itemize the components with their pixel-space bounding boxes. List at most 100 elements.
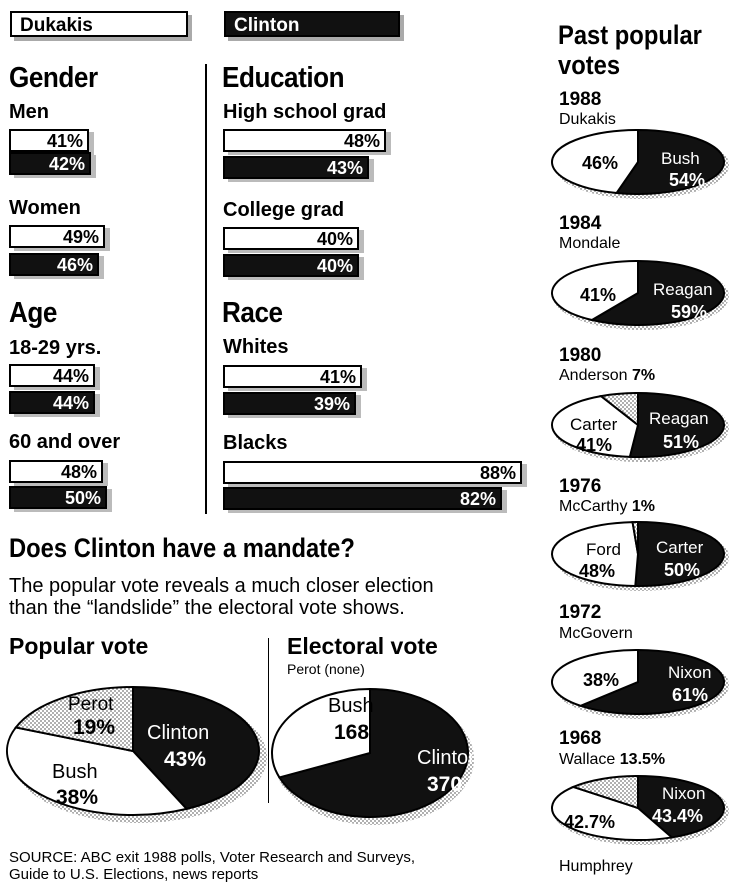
ele-slice-clinton [277,687,469,818]
bar-college-dukakis: 40% [223,227,359,250]
past-slice-1980-reagan [628,391,725,458]
year-1968: 1968 [559,728,601,749]
bar-men-clinton: 42% [9,152,91,175]
bar-young-clinton: 44% [9,391,95,414]
past-slice-1968-wallace [570,774,639,810]
past-slice-1968-nixon [637,774,725,839]
pop-slice-clinton [132,685,260,811]
legend-dukakis-label: Dukakis [20,15,93,36]
past-slice-1984-reagan [589,259,725,326]
val-1976-left: 48% [579,561,615,581]
past-slice-1976-mccarthy [631,520,639,555]
ele-bush-value: 168 [334,721,369,744]
name-1972-left: McGovern [559,625,633,642]
bar-whites-dukakis: 41% [223,365,362,388]
val-1976-right: 50% [664,560,700,580]
ele-bush-label: Bush [328,695,374,717]
ele-clinton-value: 370 [427,773,462,796]
college-label: College grad [223,199,345,221]
bar-women-clinton: 46% [9,253,99,276]
pop-perot-label: Perot [68,694,114,715]
past-slice-1984-mondale [551,259,639,322]
past-slice-1972-nixon [577,648,725,715]
perot-none-note: Perot (none) [287,661,365,677]
name-1980-right: Reagan [649,409,709,428]
third-1980-val: 7% [632,367,655,384]
old-label: 60 and over [9,431,121,453]
third-1976-name: McCarthy [559,498,627,515]
val-1972-right: 61% [672,685,708,705]
third-1968-name: Wallace [559,751,615,768]
name-1968-right: Nixon [662,784,705,803]
year-1976: 1976 [559,476,601,497]
past-title-2: votes [558,50,621,80]
name-1972-right: Nixon [668,663,711,682]
name-1968-bottom: Humphrey [559,858,633,875]
name-1968-third: Wallace 13.5% [559,751,665,768]
val-1972-left: 38% [583,670,619,690]
year-1980: 1980 [559,345,601,366]
name-1984-left: Mondale [559,235,620,252]
legend-clinton: Clinton [224,11,400,37]
mandate-text-2: than the “landslide” the electoral vote … [9,597,405,619]
bar-women-dukakis: 49% [9,225,105,248]
bar-old-dukakis: 48% [9,460,103,483]
blacks-label: Blacks [223,432,288,454]
gender-title: Gender [9,62,98,94]
pop-slice-bush [6,726,189,816]
val-1968-left: 42.7% [564,812,615,832]
name-1976-left: Ford [586,540,621,559]
past-slice-1980-carter [551,395,640,458]
val-1980-right: 51% [663,432,699,452]
source-line-1: SOURCE: ABC exit 1988 polls, Voter Resea… [9,849,416,866]
whites-label: Whites [223,336,289,358]
men-label: Men [9,101,49,123]
pop-bush-value: 38% [56,786,98,809]
bar-college-clinton: 40% [223,254,359,277]
education-title: Education [222,62,345,94]
electoral-vote-title: Electoral vote [287,633,438,659]
pop-perot-value: 19% [73,716,115,739]
val-1988-left: 46% [582,153,618,173]
young-label: 18-29 yrs. [9,337,102,359]
year-1972: 1972 [559,602,601,623]
past-slice-1988-dukakis [551,128,639,195]
bar-men-dukakis: 41% [9,129,89,152]
name-1980-left: Carter [570,415,618,434]
popular-vote-pie: Perot 19% Clinton 43% Bush 38% [6,685,267,823]
pop-slice-perot [14,685,134,753]
past-slice-1976-ford [550,521,640,587]
legend-clinton-label: Clinton [234,15,300,36]
past-slice-1972-mcgovern [551,648,639,707]
third-1968-val: 13.5% [620,751,665,768]
bar-young-dukakis: 44% [9,364,95,387]
pop-bush-label: Bush [52,761,98,783]
val-1988-right: 54% [669,170,705,190]
pop-clinton-label: Clinton [147,722,209,744]
name-1976-right: Carter [656,538,704,557]
val-1980-left: 41% [576,435,612,455]
pie-divider [268,638,269,803]
year-1988: 1988 [559,89,601,110]
bar-hs-dukakis: 48% [223,129,386,152]
past-title-1: Past popular [558,20,702,50]
electoral-vote-pie: Bush 168 Clinton 370 [271,687,479,825]
mandate-title: Does Clinton have a mandate? [9,533,355,563]
bar-blacks-dukakis: 88% [223,461,522,484]
legend-dukakis: Dukakis [10,11,188,37]
bar-hs-clinton: 43% [223,156,369,179]
column-divider [205,64,207,514]
bar-old-clinton: 50% [9,486,107,509]
past-slice-1976-carter [634,520,725,587]
bar-blacks-clinton: 82% [223,487,502,510]
race-title: Race [222,297,283,329]
women-label: Women [9,197,81,219]
hs-label: High school grad [223,101,387,123]
name-1980-third: Anderson 7% [559,367,655,384]
past-slice-1968-humphrey [551,785,675,841]
name-1988-left: Dukakis [559,111,616,128]
past-votes-column: 1988 Dukakis 46% Bush 54% 1984 Mondale 4… [550,89,729,875]
past-slice-1980-anderson [598,391,639,428]
name-1984-right: Reagan [653,280,713,299]
age-title: Age [9,297,57,329]
